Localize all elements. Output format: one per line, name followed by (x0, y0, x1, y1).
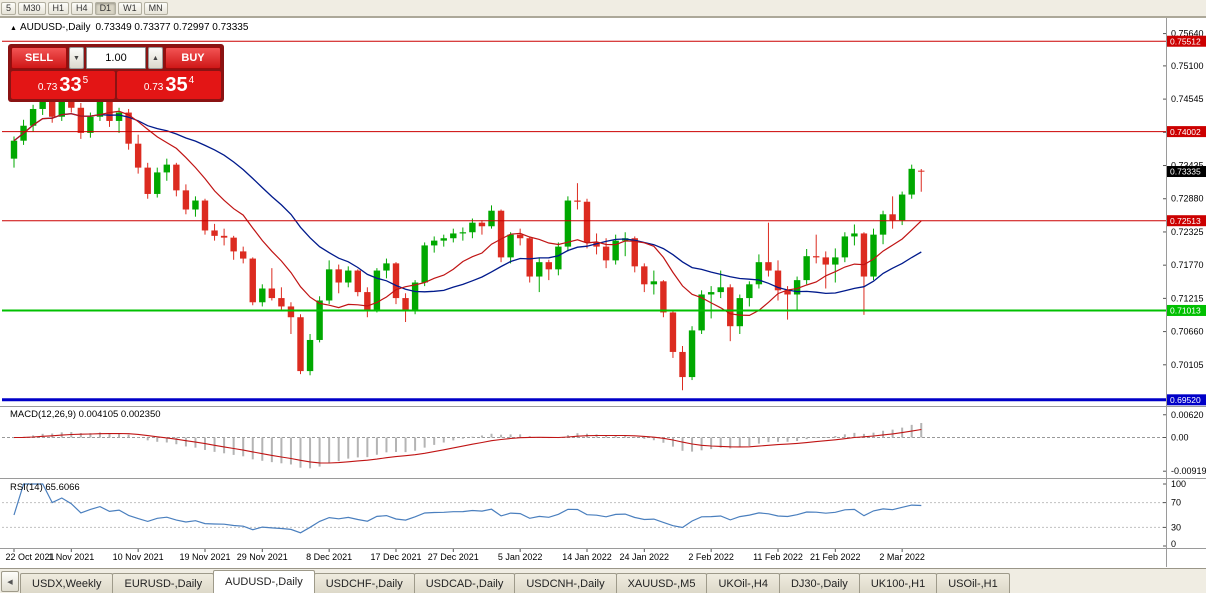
svg-text:27 Dec 2021: 27 Dec 2021 (428, 552, 479, 562)
spin-up-icon: ▲ (152, 54, 159, 62)
svg-text:70: 70 (1171, 498, 1181, 508)
chart-symbol-label: AUDUSD-,Daily (19, 22, 91, 33)
chart-tabbar: ◀ USDX,Weekly EURUSD-,Daily AUDUSD-,Daily U… (0, 568, 1206, 593)
price-axis-badges: 0.75512 0.74002 0.72513 0.71013 0.69520 0.733… (1167, 35, 1206, 406)
svg-text:14 Jan 2022: 14 Jan 2022 (562, 552, 612, 562)
svg-text:21 Feb 2022: 21 Feb 2022 (810, 552, 861, 562)
svg-text:0.00620: 0.00620 (1171, 410, 1204, 420)
sell-button[interactable]: SELL (11, 47, 67, 69)
chart-tab-ukoil-h4[interactable]: UKOil-,H4 (706, 573, 780, 593)
svg-text:0.69520: 0.69520 (1170, 395, 1201, 405)
spin-down-icon: ▼ (73, 54, 80, 62)
svg-text:22 Oct 2021: 22 Oct 2021 (5, 552, 54, 562)
svg-text:10 Nov 2021: 10 Nov 2021 (113, 552, 164, 562)
tabs-scroll-left-button[interactable]: ◀ (1, 571, 19, 592)
sell-price-pipette: 5 (82, 74, 89, 86)
timeframe-button-h1[interactable]: H1 (47, 1, 70, 15)
horizontal-level-lines (2, 40, 1166, 402)
chart-tabs: USDX,Weekly EURUSD-,Daily AUDUSD-,Daily USD… (20, 569, 1010, 593)
chart-tab-usoil-h1[interactable]: USOil-,H1 (936, 573, 1010, 593)
svg-text:29 Nov 2021: 29 Nov 2021 (237, 552, 288, 562)
timeframe-button-m30[interactable]: M30 (18, 1, 46, 15)
svg-text:0.73335: 0.73335 (1170, 167, 1201, 177)
svg-text:17 Dec 2021: 17 Dec 2021 (370, 552, 421, 562)
sell-price-prefix: 0.73 (37, 81, 58, 93)
svg-text:0.71215: 0.71215 (1171, 293, 1204, 303)
svg-text:1 Nov 2021: 1 Nov 2021 (48, 552, 94, 562)
one-click-trading-panel: SELL ▼ ▲ BUY 0.73 33 5 0.73 35 4 (8, 44, 224, 102)
price-axis-ticks: 0.756400.751000.745450.739900.734350.728… (1163, 29, 1204, 370)
chart-tab-uk100-h1[interactable]: UK100-,H1 (858, 573, 938, 593)
macd-indicator-label: MACD(12,26,9) 0.004105 0.002350 (10, 409, 161, 420)
svg-text:0.00: 0.00 (1171, 433, 1189, 443)
chart-tab-xauusd-m5[interactable]: XAUUSD-,M5 (615, 573, 708, 593)
buy-price-pipette: 4 (188, 74, 195, 86)
svg-text:0.70660: 0.70660 (1171, 327, 1204, 337)
ma-slow-line (13, 113, 922, 295)
timeframe-button-h4[interactable]: H4 (71, 1, 93, 15)
lot-increase-button[interactable]: ▲ (148, 47, 163, 69)
buy-price-display[interactable]: 0.73 35 4 (117, 71, 221, 99)
chart-tab-usdchf-daily[interactable]: USDCHF-,Daily (313, 573, 415, 593)
chart-tab-dj30-daily[interactable]: DJ30-,Daily (778, 573, 860, 593)
panel-separators (0, 17, 1206, 567)
svg-text:0.75640: 0.75640 (1171, 29, 1204, 39)
buy-button[interactable]: BUY (165, 47, 221, 69)
svg-text:2 Mar 2022: 2 Mar 2022 (879, 552, 925, 562)
candles (10, 88, 925, 391)
svg-text:0.74002: 0.74002 (1170, 127, 1201, 137)
svg-text:11 Feb 2022: 11 Feb 2022 (753, 552, 803, 562)
svg-text:0.75512: 0.75512 (1170, 36, 1201, 46)
svg-text:0.73435: 0.73435 (1171, 161, 1204, 171)
lot-decrease-button[interactable]: ▼ (69, 47, 84, 69)
macd-panel: 0.00620 0.00 -0.00919 (2, 410, 1206, 476)
svg-text:24 Jan 2022: 24 Jan 2022 (620, 552, 670, 562)
svg-text:0.70105: 0.70105 (1171, 360, 1204, 370)
sell-price-display[interactable]: 0.73 33 5 (11, 71, 115, 99)
chart-ohlc-values: 0.73349 0.73377 0.72997 0.73335 (95, 22, 249, 33)
svg-text:5 Jan 2022: 5 Jan 2022 (498, 552, 543, 562)
chart-tab-usdcad-daily[interactable]: USDCAD-,Daily (413, 573, 516, 593)
svg-text:0.71770: 0.71770 (1171, 260, 1204, 270)
svg-text:0: 0 (1171, 539, 1176, 549)
sell-price-pips: 33 (59, 74, 82, 96)
tabs-scroll-left-icon: ◀ (7, 578, 13, 586)
buy-price-pips: 35 (165, 74, 188, 96)
svg-text:0.74545: 0.74545 (1171, 94, 1204, 104)
buy-price-prefix: 0.73 (143, 81, 164, 93)
svg-text:8 Dec 2021: 8 Dec 2021 (306, 552, 352, 562)
svg-text:0.72325: 0.72325 (1171, 227, 1204, 237)
timeframe-button-mn[interactable]: MN (143, 1, 168, 15)
symbol-marker-icon: ▲ (10, 25, 17, 32)
timeframe-button-w1[interactable]: W1 (118, 1, 142, 15)
svg-text:30: 30 (1171, 522, 1181, 532)
chart-tab-usdcnh-daily[interactable]: USDCNH-,Daily (514, 573, 617, 593)
timeframe-toolbar: 5 M30 H1 H4 D1 W1 MN (0, 0, 1206, 17)
svg-text:19 Nov 2021: 19 Nov 2021 (179, 552, 230, 562)
chart-tab-usdx-weekly[interactable]: USDX,Weekly (20, 573, 114, 593)
chart-tab-audusd-daily[interactable]: AUDUSD-,Daily (213, 570, 315, 593)
svg-text:-0.00919: -0.00919 (1171, 466, 1206, 476)
svg-text:100: 100 (1171, 479, 1186, 489)
svg-text:0.72880: 0.72880 (1171, 194, 1204, 204)
rsi-indicator-label: RSI(14) 65.6066 (10, 482, 80, 493)
svg-text:0.72513: 0.72513 (1170, 216, 1201, 226)
timeframe-button-5[interactable]: 5 (1, 1, 17, 15)
timeframe-button-d1[interactable]: D1 (94, 1, 117, 15)
rsi-panel: 100 70 30 0 (2, 479, 1186, 549)
svg-text:0.71013: 0.71013 (1170, 306, 1201, 316)
chart-header: ▲ AUDUSD-,Daily 0.73349 0.73377 0.72997 0.… (10, 22, 248, 33)
svg-text:0.75100: 0.75100 (1171, 61, 1204, 71)
chart-tab-eurusd-daily[interactable]: EURUSD-,Daily (112, 573, 215, 593)
svg-text:2 Feb 2022: 2 Feb 2022 (688, 552, 734, 562)
ma-fast-line (13, 110, 922, 317)
lot-size-input[interactable] (86, 47, 146, 69)
